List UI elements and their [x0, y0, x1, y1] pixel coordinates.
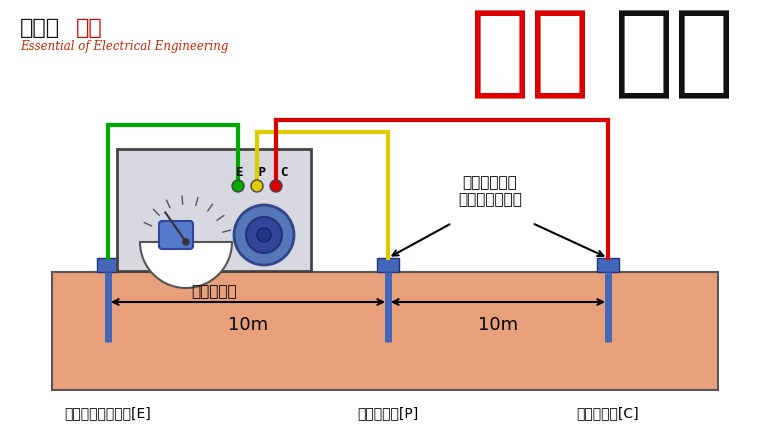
FancyBboxPatch shape [117, 149, 311, 271]
FancyBboxPatch shape [159, 221, 193, 249]
Circle shape [270, 180, 282, 192]
Circle shape [232, 180, 244, 192]
Text: Essential of Electrical Engineering: Essential of Electrical Engineering [20, 40, 228, 53]
Text: 接地: 接地 [470, 5, 590, 102]
Text: 測定したい接地極[E]: 測定したい接地極[E] [65, 406, 151, 420]
Text: 神髄: 神髄 [76, 18, 103, 38]
Text: 補助接地極を
地中に打ち込む: 補助接地極を 地中に打ち込む [458, 175, 522, 207]
Text: 補助接地極[C]: 補助接地極[C] [577, 406, 639, 420]
Text: 工事: 工事 [614, 5, 734, 102]
FancyBboxPatch shape [52, 272, 718, 390]
Circle shape [251, 180, 263, 192]
Text: 補助接地極[P]: 補助接地極[P] [357, 406, 419, 420]
FancyBboxPatch shape [597, 258, 619, 272]
Text: 接地抵抗計: 接地抵抗計 [191, 284, 237, 299]
Text: 電気の: 電気の [20, 18, 60, 38]
Circle shape [183, 239, 189, 245]
Wedge shape [140, 242, 232, 288]
FancyBboxPatch shape [377, 258, 399, 272]
Circle shape [257, 228, 271, 242]
Text: 10m: 10m [478, 316, 518, 334]
Circle shape [234, 205, 294, 265]
Text: E  P  C: E P C [236, 165, 289, 178]
FancyBboxPatch shape [97, 258, 119, 272]
Circle shape [246, 217, 282, 253]
Text: 10m: 10m [228, 316, 268, 334]
